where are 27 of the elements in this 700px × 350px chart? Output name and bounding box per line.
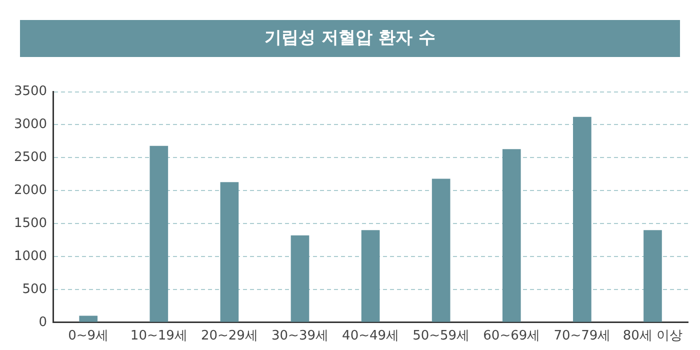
y-tick-label: 2500 <box>14 150 48 166</box>
bar <box>644 230 662 322</box>
x-tick-label: 80세 이상 <box>622 328 683 344</box>
x-tick-label: 30~39세 <box>272 328 328 344</box>
x-tick-label: 50~59세 <box>412 328 470 344</box>
y-tick-label: 0 <box>38 314 48 330</box>
x-tick-label: 20~29세 <box>200 328 258 344</box>
y-tick-label: 2000 <box>14 183 48 198</box>
bar <box>573 116 592 322</box>
bar <box>502 149 521 322</box>
x-tick-label: 70~79세 <box>554 328 611 344</box>
y-tick-label: 500 <box>22 282 48 297</box>
x-tick-label: 0~9세 <box>68 328 109 344</box>
y-tick-label: 1500 <box>14 216 48 231</box>
x-tick-label: 10~19세 <box>130 328 188 344</box>
bar <box>432 178 450 322</box>
bar <box>361 230 380 322</box>
x-tick-label: 40~49세 <box>342 328 400 344</box>
bar <box>220 182 239 322</box>
chart-title: 기립성 저혈압 환자 수 <box>20 20 680 57</box>
y-tick-label: 3500 <box>14 84 48 100</box>
bar <box>150 146 168 322</box>
bar <box>79 316 98 322</box>
bar <box>290 235 310 322</box>
x-tick-label: 60~69세 <box>483 328 540 344</box>
y-tick-label: 3000 <box>14 117 48 132</box>
y-tick-label: 1000 <box>14 248 48 264</box>
